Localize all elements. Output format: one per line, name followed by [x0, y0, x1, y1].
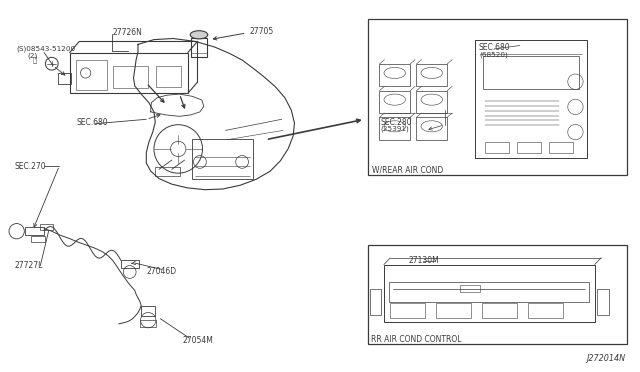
Text: 27054M: 27054M	[182, 336, 214, 346]
Bar	[384, 264, 595, 322]
Bar	[140, 320, 156, 327]
Text: SEC.680: SEC.680	[478, 43, 510, 52]
Bar	[380, 118, 410, 140]
Bar	[461, 285, 479, 292]
Text: SEC.680: SEC.680	[76, 119, 108, 128]
Bar	[76, 60, 107, 90]
Text: (2): (2)	[28, 52, 38, 59]
Bar	[121, 260, 139, 268]
Bar	[597, 289, 609, 315]
Text: SEC.280: SEC.280	[381, 118, 412, 127]
Text: 27727L: 27727L	[15, 261, 43, 270]
Bar	[70, 52, 188, 93]
Text: W/REAR AIR COND: W/REAR AIR COND	[372, 166, 444, 175]
Bar	[417, 64, 447, 86]
Bar	[380, 64, 410, 86]
Text: 27726N: 27726N	[113, 28, 142, 38]
Bar	[436, 304, 471, 318]
Text: (68520): (68520)	[479, 51, 508, 58]
Bar	[191, 38, 207, 57]
Bar	[484, 141, 509, 153]
Bar	[483, 56, 579, 89]
Text: 27046D: 27046D	[147, 267, 177, 276]
Bar	[368, 19, 627, 175]
Text: (S)08543-51200: (S)08543-51200	[17, 46, 76, 52]
Text: RR AIR COND CONTROL: RR AIR COND CONTROL	[371, 335, 461, 344]
Bar	[548, 141, 573, 153]
Bar	[25, 227, 44, 235]
Text: SEC.270: SEC.270	[15, 162, 46, 171]
Bar	[380, 91, 410, 113]
Text: Ⓢ: Ⓢ	[33, 57, 36, 63]
Bar	[417, 91, 447, 113]
Text: (25391): (25391)	[381, 126, 410, 132]
Bar	[156, 66, 181, 87]
Bar	[368, 245, 627, 343]
Text: 27705: 27705	[250, 26, 274, 36]
Text: 27130M: 27130M	[408, 256, 439, 264]
Bar	[113, 65, 148, 88]
Bar	[389, 282, 589, 302]
Bar	[156, 167, 179, 176]
Bar	[58, 73, 71, 84]
Text: J272014N: J272014N	[586, 354, 625, 363]
Bar	[192, 138, 253, 179]
Bar	[417, 118, 447, 140]
Bar	[528, 304, 563, 318]
Bar	[516, 141, 541, 153]
Bar	[141, 306, 156, 317]
Bar	[390, 304, 426, 318]
Ellipse shape	[190, 31, 208, 39]
Bar	[370, 289, 381, 315]
Bar	[31, 235, 45, 242]
Bar	[40, 224, 53, 231]
Bar	[482, 304, 517, 318]
